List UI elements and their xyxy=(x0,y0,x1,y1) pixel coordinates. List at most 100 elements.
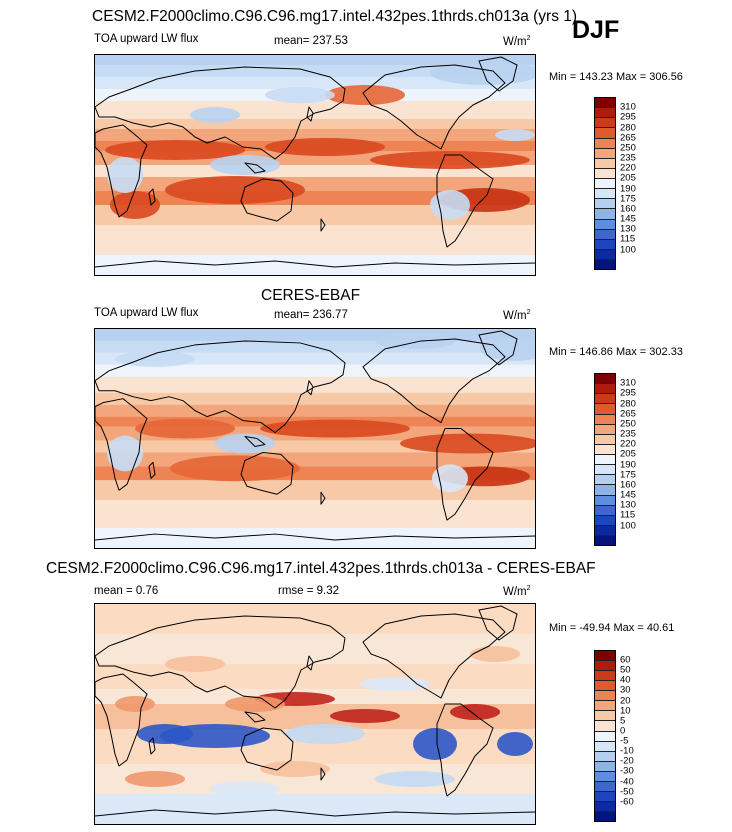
colorbar-swatch xyxy=(595,414,615,425)
coastline-africa xyxy=(95,398,148,491)
colorbar-tick-label: 250 xyxy=(620,142,636,154)
field-anomaly xyxy=(413,728,457,760)
colorbar-tick-label: 145 xyxy=(620,213,636,225)
coastline-eurasia xyxy=(95,340,346,434)
colorbar-tick-label: 20 xyxy=(620,695,631,707)
colorbar-swatch xyxy=(595,239,615,250)
colorbar-tick-label: 235 xyxy=(620,152,636,164)
coastline-eurasia xyxy=(95,615,346,709)
field-anomaly xyxy=(135,418,235,439)
coastline-antarctica xyxy=(95,809,535,817)
colorbar-swatch xyxy=(595,465,615,476)
colorbar-swatch xyxy=(595,721,615,732)
colorbar-swatch xyxy=(595,741,615,752)
colorbar-tick-label: 280 xyxy=(620,398,636,410)
field-band xyxy=(95,55,535,65)
colorbar-swatch xyxy=(595,118,615,129)
colorbar-swatch xyxy=(595,189,615,200)
field-anomaly xyxy=(495,129,535,141)
colorbar-swatch xyxy=(595,731,615,742)
panel-2-mean: mean= 236.77 xyxy=(274,309,348,321)
coastline-madagascar xyxy=(148,188,156,206)
colorbar-tick-label: -20 xyxy=(620,755,634,767)
field-band xyxy=(95,480,535,501)
colorbar-swatch xyxy=(595,444,615,455)
colorbar-swatch xyxy=(595,515,615,526)
field-band xyxy=(95,794,535,824)
colorbar-swatch xyxy=(595,98,615,109)
coastline-africa xyxy=(95,124,148,218)
colorbar-tick-label: 250 xyxy=(620,418,636,430)
colorbar-swatch xyxy=(595,525,615,536)
coastline-eurasia xyxy=(95,66,346,160)
colorbar-swatch xyxy=(595,249,615,260)
colorbar-swatch xyxy=(595,148,615,159)
field-anomaly xyxy=(115,696,155,712)
colorbar-swatch xyxy=(595,260,615,270)
colorbar-tick-label: 5 xyxy=(620,715,626,727)
coastline-new-zealand xyxy=(320,491,326,505)
coastline-africa xyxy=(95,673,148,767)
colorbar-tick-label: 50 xyxy=(620,664,631,676)
colorbar-swatch xyxy=(595,671,615,682)
colorbar-swatch xyxy=(595,209,615,220)
coastline-north-america xyxy=(362,613,506,699)
colorbar-tick-label: 40 xyxy=(620,674,631,686)
coastline-greenland xyxy=(478,56,518,92)
field-band xyxy=(95,119,535,129)
colorbar-tick-label: 190 xyxy=(620,459,636,471)
panel-1-variable-label: TOA upward LW flux xyxy=(94,33,199,45)
field-anomaly xyxy=(325,85,405,105)
field-anomaly xyxy=(225,696,285,712)
coastline-north-america xyxy=(362,338,506,424)
colorbar-tick-label: 310 xyxy=(620,101,636,113)
colorbar-swatch xyxy=(595,761,615,772)
field-band xyxy=(95,77,535,89)
colorbar-tick-label: 175 xyxy=(620,193,636,205)
coastline-south-america xyxy=(436,154,494,248)
colorbar-swatch xyxy=(595,701,615,712)
field-band xyxy=(95,500,535,529)
colorbar-swatch xyxy=(595,791,615,802)
colorbar-tick-label: 115 xyxy=(620,509,636,521)
field-anomaly xyxy=(330,709,400,723)
field-band xyxy=(95,65,535,77)
colorbar-tick-label: -30 xyxy=(620,765,634,777)
field-anomaly xyxy=(170,455,300,482)
colorbar-swatch xyxy=(595,219,615,230)
coastline-japan xyxy=(306,380,314,396)
coastline-antarctica xyxy=(95,533,535,541)
coastline-japan xyxy=(306,655,314,671)
colorbar-swatch xyxy=(595,475,615,486)
colorbar-tick-label: 130 xyxy=(620,499,636,511)
coastline-australia xyxy=(240,178,294,222)
colorbar-tick-label: -50 xyxy=(620,786,634,798)
colorbar-tick-label: 0 xyxy=(620,725,626,737)
colorbar-tick-label: -40 xyxy=(620,776,634,788)
panel-2-variable-label: TOA upward LW flux xyxy=(94,307,199,319)
field-anomaly xyxy=(265,87,335,103)
colorbar-tick-label: 160 xyxy=(620,479,636,491)
colorbar-swatch xyxy=(595,812,615,822)
field-anomaly xyxy=(470,646,520,662)
coastline-indonesia xyxy=(244,436,266,447)
colorbar-tick-label: 310 xyxy=(620,377,636,389)
field-anomaly xyxy=(497,732,533,756)
panel-2-map-field xyxy=(95,329,535,548)
field-band xyxy=(95,664,535,689)
field-anomaly xyxy=(480,336,535,361)
colorbar-swatch xyxy=(595,661,615,672)
field-band xyxy=(95,101,535,119)
panel-3-mean: mean = 0.76 xyxy=(94,585,159,597)
coastline-north-america xyxy=(362,64,506,150)
colorbar-tick-label: -60 xyxy=(620,796,634,808)
colorbar-tick-label: 265 xyxy=(620,132,636,144)
field-anomaly xyxy=(400,433,535,454)
colorbar-swatch xyxy=(595,384,615,395)
field-anomaly xyxy=(265,138,385,156)
panel-1-map xyxy=(94,54,536,276)
colorbar-tick-label: 220 xyxy=(620,438,636,450)
field-anomaly xyxy=(137,724,193,744)
colorbar-swatch xyxy=(595,536,615,546)
field-anomaly xyxy=(125,771,185,787)
